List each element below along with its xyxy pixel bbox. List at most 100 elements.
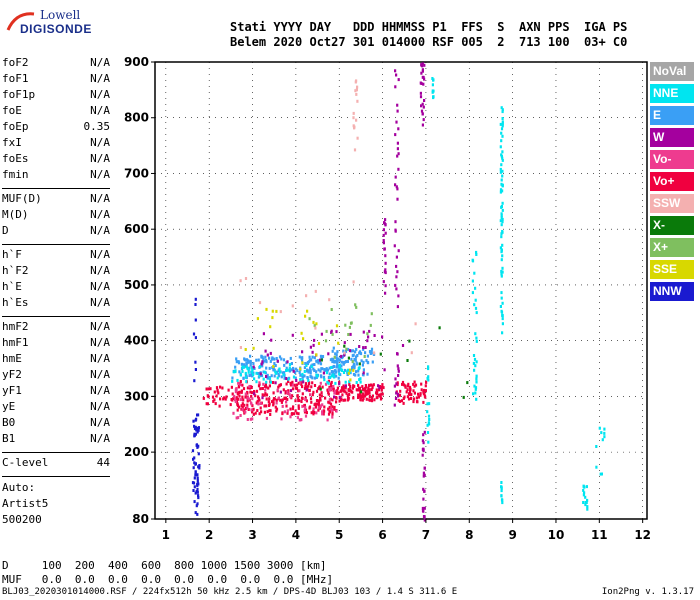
echo-point	[282, 358, 286, 362]
echo-point	[394, 283, 397, 287]
echo-point	[246, 406, 249, 410]
echo-point	[358, 378, 361, 382]
echo-point	[348, 325, 351, 329]
echo-point	[346, 394, 349, 398]
echo-point	[353, 148, 357, 152]
echo-point	[317, 408, 320, 412]
echo-point	[235, 397, 238, 401]
echo-point	[300, 418, 303, 422]
echo-point	[305, 294, 308, 298]
echo-point	[473, 368, 476, 372]
echo-point	[244, 348, 247, 351]
param-he: h`E N/A	[2, 280, 110, 296]
echo-point	[242, 387, 246, 391]
echo-point	[380, 388, 383, 392]
echo-point	[251, 397, 254, 401]
echo-point	[276, 359, 279, 363]
echo-point	[384, 284, 387, 288]
echo-point	[368, 390, 371, 394]
echo-point	[291, 394, 294, 398]
separator-line	[2, 188, 110, 189]
echo-point	[296, 369, 299, 373]
echo-point	[301, 358, 304, 362]
echo-point	[499, 167, 502, 171]
echo-point	[301, 350, 304, 354]
echo-point	[258, 398, 261, 402]
echo-point	[255, 389, 259, 393]
echo-point	[247, 370, 250, 374]
echo-point	[300, 382, 303, 386]
echo-point	[321, 403, 324, 407]
echo-point	[598, 426, 601, 430]
echo-point	[322, 371, 325, 375]
echo-point	[194, 511, 197, 515]
echo-point	[420, 104, 423, 108]
echo-point	[264, 382, 267, 386]
echo-point	[393, 384, 396, 388]
echo-point	[474, 298, 477, 302]
echo-point	[383, 221, 386, 225]
echo-point	[245, 365, 248, 369]
echo-point	[268, 377, 272, 381]
echo-point	[327, 381, 330, 385]
echo-point	[207, 395, 210, 399]
echo-point	[373, 334, 376, 337]
echo-point	[194, 462, 197, 466]
param-value: N/A	[90, 400, 110, 413]
param-ye: yE N/A	[2, 400, 110, 416]
echo-point	[408, 385, 412, 389]
y-tick-label: 500	[124, 278, 149, 292]
echo-point	[266, 353, 269, 357]
echo-point	[406, 388, 409, 392]
echo-point	[355, 79, 358, 83]
echo-point	[246, 399, 249, 403]
echo-point	[292, 412, 295, 416]
x-tick-label: 5	[335, 528, 343, 542]
echo-point	[382, 280, 385, 284]
echo-point	[348, 349, 352, 353]
echo-point	[251, 368, 254, 372]
echo-point	[293, 383, 296, 387]
echo-point	[216, 389, 219, 393]
echo-point	[337, 376, 340, 380]
echo-point	[501, 201, 504, 205]
param-value: N/A	[90, 384, 110, 397]
echo-point	[261, 396, 264, 400]
echo-point	[407, 397, 411, 401]
echo-point	[336, 363, 339, 367]
echo-point	[239, 414, 242, 417]
echo-point	[197, 444, 200, 448]
echo-point	[234, 398, 237, 402]
echo-point	[288, 363, 292, 366]
echo-point	[214, 402, 217, 406]
echo-point	[299, 367, 302, 371]
echo-point	[286, 411, 289, 415]
echo-point	[423, 518, 426, 522]
echo-point	[306, 368, 309, 372]
echo-point	[327, 379, 330, 383]
echo-point	[322, 409, 325, 413]
param-hf: h`F N/A	[2, 248, 110, 264]
echo-point	[500, 481, 503, 484]
echo-point	[304, 408, 308, 412]
echo-point	[242, 398, 245, 402]
echo-point	[240, 389, 243, 393]
echo-point	[338, 358, 341, 362]
y-tick-label: 900	[124, 55, 149, 69]
echo-point	[275, 409, 278, 413]
echo-point	[499, 246, 502, 250]
echo-point	[583, 491, 586, 495]
echo-point	[396, 352, 399, 356]
echo-point	[250, 370, 253, 374]
echo-point	[362, 397, 365, 401]
param-value: N/A	[90, 416, 110, 429]
echo-point	[500, 106, 503, 110]
echo-point	[424, 395, 427, 399]
echo-point	[412, 382, 415, 386]
echo-point	[222, 397, 225, 401]
echo-point	[275, 398, 278, 402]
echo-point	[330, 380, 333, 384]
y-tick-label: 80	[132, 512, 149, 526]
echo-point	[259, 372, 262, 376]
echo-point	[395, 120, 398, 124]
